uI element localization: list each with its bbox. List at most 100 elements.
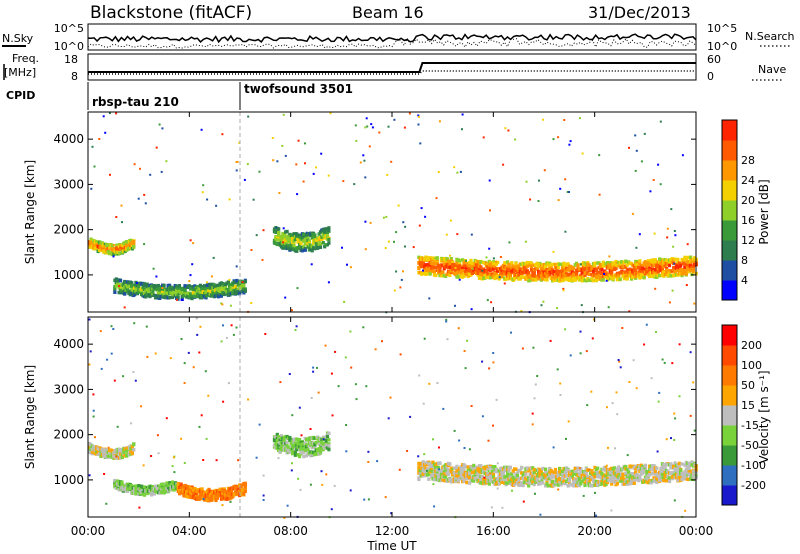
echo-cell xyxy=(151,289,155,294)
echo-cell xyxy=(662,463,666,467)
scatter-cell xyxy=(262,494,265,497)
scatter-cell xyxy=(368,145,371,148)
echo-cell xyxy=(625,467,629,472)
echo-cell xyxy=(448,262,452,267)
echo-cell xyxy=(462,274,466,278)
scatter-cell xyxy=(262,474,265,477)
echo-cell xyxy=(285,444,289,448)
echo-cell xyxy=(108,454,112,458)
echo-cell xyxy=(130,445,134,449)
colorbar-swatch xyxy=(722,160,737,181)
scatter-cell xyxy=(483,476,486,479)
echo-cell xyxy=(190,286,194,291)
echo-cell xyxy=(527,484,531,488)
echo-cell xyxy=(490,272,494,276)
scatter-cell xyxy=(205,437,208,440)
scatter-cell xyxy=(390,160,393,163)
echo-cell xyxy=(175,284,179,289)
echo-cell xyxy=(673,257,677,261)
echo-cell xyxy=(539,274,543,278)
echo-cell xyxy=(318,242,323,246)
echo-cell xyxy=(610,268,614,272)
scatter-cell xyxy=(94,436,96,439)
scatter-cell xyxy=(468,448,471,451)
echo-cell xyxy=(529,264,534,268)
scatter-cell xyxy=(673,230,676,232)
echo-cell xyxy=(288,247,292,251)
scatter-cell xyxy=(315,166,318,169)
scatter-cell xyxy=(487,470,490,473)
echo-cell xyxy=(532,482,536,487)
echo-cell xyxy=(555,271,559,276)
echo-cell xyxy=(219,294,223,298)
echo-cell xyxy=(507,469,511,473)
echo-cell xyxy=(507,264,511,268)
echo-cell xyxy=(120,289,124,293)
echo-cell xyxy=(129,238,133,243)
echo-cell xyxy=(291,451,295,456)
echo-cell xyxy=(477,269,482,274)
echo-cell xyxy=(683,255,687,260)
echo-cell xyxy=(427,472,431,477)
echo-cell xyxy=(593,465,597,470)
colorbar-tick-label: -200 xyxy=(741,479,766,492)
scatter-cell xyxy=(459,170,462,173)
echo-cell xyxy=(482,468,486,473)
scatter-cell xyxy=(295,163,298,166)
echo-cell xyxy=(620,260,624,264)
echo-cell xyxy=(532,470,536,475)
scatter-cell xyxy=(393,240,395,243)
echo-cell xyxy=(569,272,573,276)
echo-cell xyxy=(631,472,635,476)
echo-cell xyxy=(162,490,166,495)
scatter-cell xyxy=(123,306,126,309)
echo-cell xyxy=(687,466,691,471)
echo-cell xyxy=(317,442,321,446)
scatter-cell xyxy=(344,356,347,359)
scatter-cell xyxy=(321,483,324,486)
echo-cell xyxy=(687,464,691,469)
scatter-cell xyxy=(118,285,121,288)
echo-cell xyxy=(522,480,527,485)
scatter-cell xyxy=(598,193,601,196)
scatter-cell xyxy=(557,199,560,202)
echo-cell xyxy=(620,262,624,266)
scatter-cell xyxy=(238,141,241,144)
echo-cell xyxy=(684,258,688,262)
echo-cell xyxy=(627,480,631,484)
scatter-cell xyxy=(693,302,696,305)
echo-cell xyxy=(511,469,515,473)
scatter-cell xyxy=(366,125,369,128)
echo-cell xyxy=(451,267,455,271)
echo-cell xyxy=(277,443,281,447)
scatter-cell xyxy=(497,483,500,486)
scatter-cell xyxy=(255,456,258,459)
y-tick-label: 1000 xyxy=(53,268,84,282)
echo-cell xyxy=(207,289,211,293)
echo-cell xyxy=(600,268,604,272)
nave-trace xyxy=(88,70,696,75)
scatter-cell xyxy=(566,191,569,193)
scatter-cell xyxy=(210,275,213,278)
echo-cell xyxy=(591,278,596,283)
scatter-cell xyxy=(165,417,168,420)
echo-cell xyxy=(497,468,501,473)
scatter-cell xyxy=(279,381,282,384)
echo-cell xyxy=(659,261,663,266)
scatter-cell xyxy=(564,328,567,331)
scatter-cell xyxy=(364,248,367,251)
echo-cell xyxy=(680,477,684,482)
echo-cell xyxy=(314,241,318,246)
echo-cell xyxy=(132,442,136,446)
scatter-cell xyxy=(88,318,91,321)
scatter-cell xyxy=(367,498,370,501)
echo-cell xyxy=(281,241,285,246)
echo-cell xyxy=(679,468,683,472)
echo-cell xyxy=(218,292,222,296)
echo-cell xyxy=(479,260,483,264)
echo-cell xyxy=(652,464,656,468)
echo-cell xyxy=(161,289,165,293)
echo-cell xyxy=(629,478,634,483)
echo-cell xyxy=(611,277,615,281)
scatter-cell xyxy=(139,167,141,170)
